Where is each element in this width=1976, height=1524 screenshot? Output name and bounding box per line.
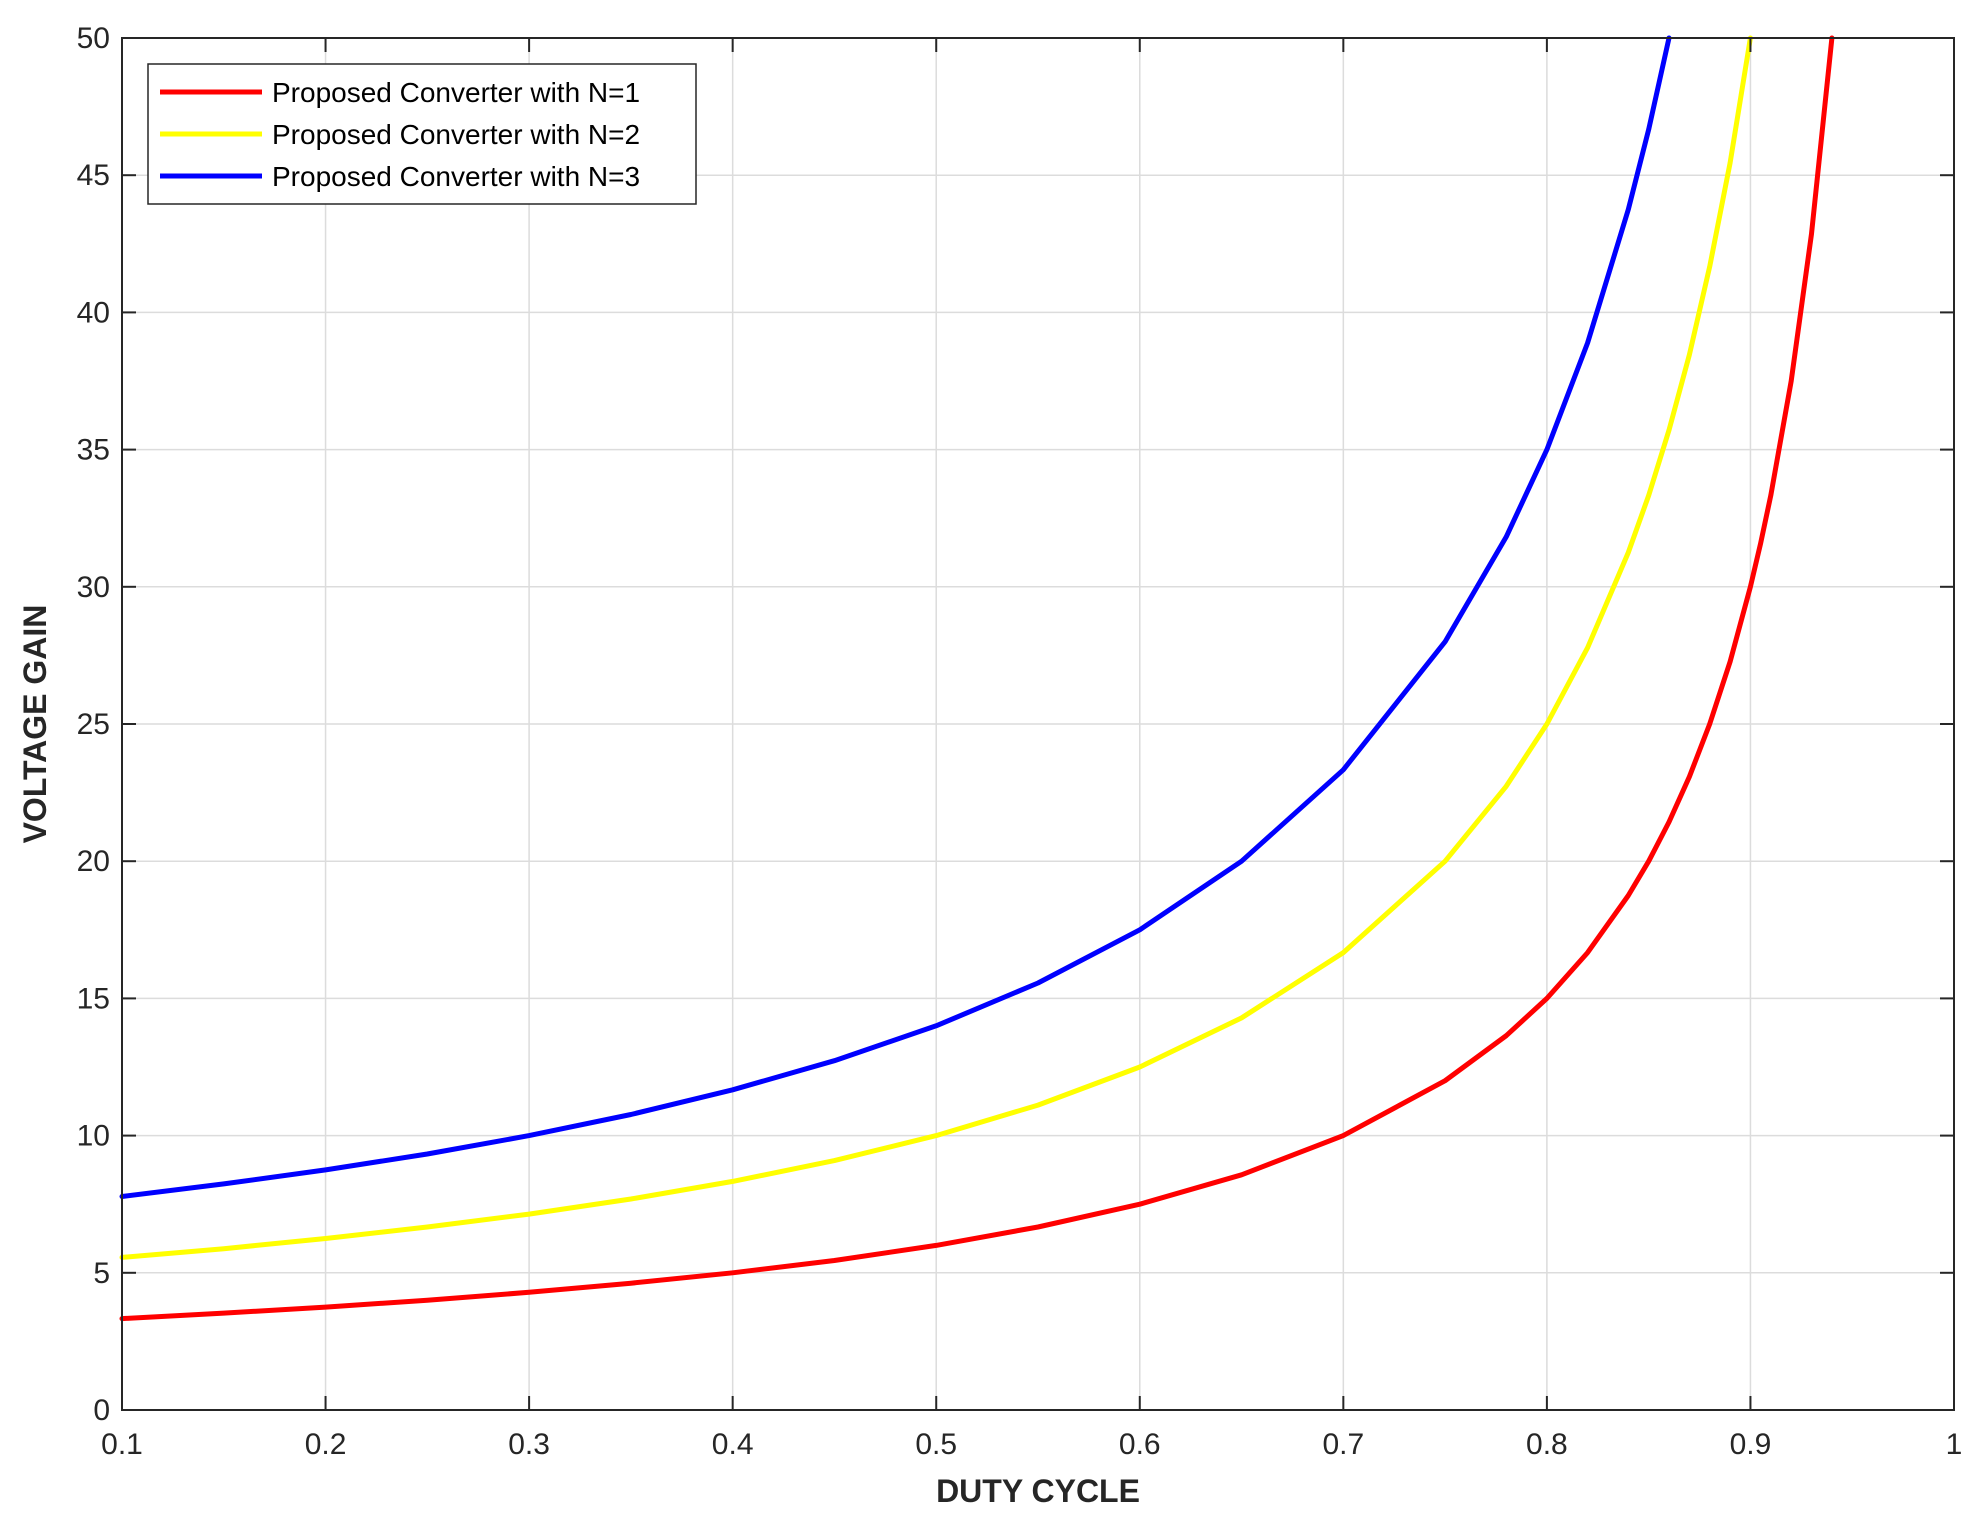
y-tick-label: 20 — [77, 845, 110, 878]
x-axis-title: DUTY CYCLE — [936, 1473, 1140, 1509]
x-tick-label: 0.9 — [1730, 1428, 1772, 1461]
axis-ticks — [121, 37, 1955, 1411]
x-tick-label: 0.1 — [101, 1428, 143, 1461]
y-tick-label: 50 — [77, 22, 110, 55]
y-tick-label: 0 — [93, 1394, 110, 1427]
y-tick-label: 35 — [77, 434, 110, 467]
legend: Proposed Converter with N=1 Proposed Conv… — [147, 63, 697, 205]
y-tick-label: 25 — [77, 708, 110, 741]
y-tick-label: 5 — [93, 1257, 110, 1290]
y-tick-label: 45 — [77, 159, 110, 192]
x-tick-labels: 0.1 0.2 0.3 0.4 0.5 0.6 0.7 0.8 0.9 1 — [101, 1428, 1962, 1461]
legend-label-n3: Proposed Converter with N=3 — [272, 161, 640, 192]
series-line-n1 — [119, 35, 1835, 1322]
x-tick-label: 1 — [1946, 1428, 1963, 1461]
x-tick-label: 0.5 — [915, 1428, 957, 1461]
x-tick-label: 0.6 — [1119, 1428, 1161, 1461]
y-tick-label: 30 — [77, 571, 110, 604]
x-tick-label: 0.8 — [1526, 1428, 1568, 1461]
y-tick-label: 10 — [77, 1120, 110, 1153]
x-tick-label: 0.2 — [305, 1428, 347, 1461]
y-tick-label: 40 — [77, 296, 110, 329]
series-line-n2 — [119, 35, 1753, 1260]
legend-label-n1: Proposed Converter with N=1 — [272, 77, 640, 108]
y-axis-title: VOLTAGE GAIN — [17, 605, 53, 844]
series-lines — [119, 35, 1835, 1322]
x-tick-label: 0.7 — [1322, 1428, 1364, 1461]
y-tick-labels: 0 5 10 15 20 25 30 35 40 45 50 — [77, 22, 110, 1427]
y-tick-label: 15 — [77, 982, 110, 1015]
x-tick-label: 0.4 — [712, 1428, 754, 1461]
x-tick-label: 0.3 — [508, 1428, 550, 1461]
legend-label-n2: Proposed Converter with N=2 — [272, 119, 640, 150]
series-line-n3 — [119, 35, 1672, 1199]
